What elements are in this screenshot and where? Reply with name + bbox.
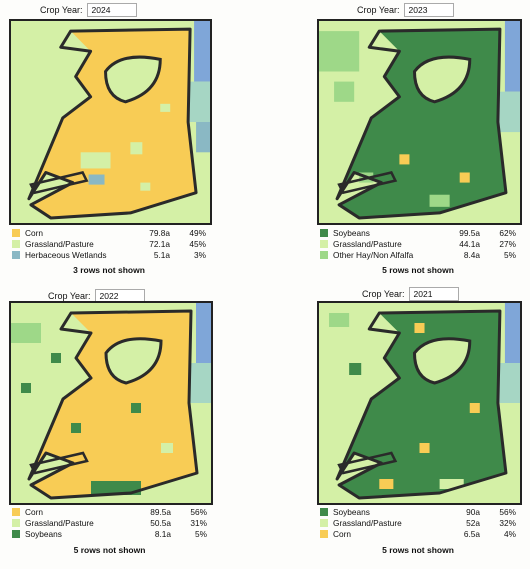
legend-row: Corn 89.5a 56% — [12, 507, 207, 518]
legend-name: Corn — [25, 228, 43, 238]
crop-year-header: Crop Year: 2024 — [40, 3, 137, 17]
legend-acres: 90a — [466, 507, 480, 517]
legend-name: Soybeans — [333, 507, 370, 517]
legend-pct: 3% — [194, 250, 206, 260]
legend-row: Grassland/Pasture 72.1a 45% — [12, 239, 206, 250]
legend-row: Soybeans 8.1a 5% — [12, 529, 207, 540]
rows-not-shown-link[interactable]: 3 rows not shown — [73, 265, 145, 275]
legend-row: Herbaceous Wetlands 5.1a 3% — [12, 250, 206, 261]
corn-swatch — [12, 229, 20, 237]
crop-year-label: Crop Year: — [40, 5, 83, 15]
grassland-swatch — [12, 240, 20, 248]
legend-acres: 8.1a — [154, 529, 171, 539]
grassland-swatch — [320, 240, 328, 248]
soybeans-swatch — [12, 530, 20, 538]
crop-map-2023[interactable] — [317, 19, 522, 225]
legend-row: Corn 79.8a 49% — [12, 228, 206, 239]
crop-map-2022[interactable] — [9, 301, 213, 505]
legend-name: Soybeans — [25, 529, 62, 539]
legend-name: Corn — [25, 507, 43, 517]
legend-name: Corn — [333, 529, 351, 539]
legend-acres: 52a — [466, 518, 480, 528]
crop-year-header: Crop Year: 2023 — [357, 3, 454, 17]
legend-pct: 49% — [189, 228, 206, 238]
crop-year-label: Crop Year: — [48, 291, 91, 301]
legend-2021: Soybeans 90a 56% Grassland/Pasture 52a 3… — [320, 507, 516, 540]
legend-pct: 31% — [190, 518, 207, 528]
legend-acres: 5.1a — [153, 250, 170, 260]
legend-row: Grassland/Pasture 44.1a 27% — [320, 239, 516, 250]
grassland-swatch — [320, 519, 328, 527]
legend-name: Grassland/Pasture — [333, 518, 402, 528]
legend-pct: 5% — [504, 250, 516, 260]
grassland-swatch — [12, 519, 20, 527]
legend-row: Grassland/Pasture 50.5a 31% — [12, 518, 207, 529]
legend-2024: Corn 79.8a 49% Grassland/Pasture 72.1a 4… — [12, 228, 206, 261]
crop-map-2024[interactable] — [9, 19, 212, 225]
legend-acres: 79.8a — [149, 228, 170, 238]
crop-year-header: Crop Year: 2021 — [362, 287, 459, 301]
legend-pct: 45% — [189, 239, 206, 249]
legend-acres: 72.1a — [149, 239, 170, 249]
legend-acres: 8.4a — [463, 250, 480, 260]
rows-not-shown-link[interactable]: 5 rows not shown — [382, 265, 454, 275]
legend-row: Soybeans 99.5a 62% — [320, 228, 516, 239]
legend-pct: 56% — [190, 507, 207, 517]
legend-row: Other Hay/Non Alfalfa 8.4a 5% — [320, 250, 516, 261]
legend-row: Corn 6.5a 4% — [320, 529, 516, 540]
legend-pct: 32% — [499, 518, 516, 528]
legend-pct: 27% — [499, 239, 516, 249]
map-canvas — [319, 303, 520, 503]
map-canvas — [11, 303, 211, 503]
crop-year-field[interactable]: 2021 — [408, 287, 459, 301]
map-canvas — [11, 21, 210, 223]
rows-not-shown-link[interactable]: 5 rows not shown — [73, 545, 146, 555]
crop-map-2021[interactable] — [317, 301, 522, 505]
legend-row: Grassland/Pasture 52a 32% — [320, 518, 516, 529]
legend-name: Grassland/Pasture — [333, 239, 402, 249]
legend-acres: 99.5a — [459, 228, 480, 238]
legend-pct: 4% — [504, 529, 516, 539]
legend-name: Herbaceous Wetlands — [25, 250, 107, 260]
soybeans-swatch — [320, 508, 328, 516]
legend-acres: 50.5a — [150, 518, 171, 528]
wetlands-swatch — [12, 251, 20, 259]
legend-pct: 5% — [195, 529, 207, 539]
legend-pct: 56% — [499, 507, 516, 517]
soybeans-swatch — [320, 229, 328, 237]
legend-2023: Soybeans 99.5a 62% Grassland/Pasture 44.… — [320, 228, 516, 261]
legend-acres: 6.5a — [463, 529, 480, 539]
legend-acres: 44.1a — [459, 239, 480, 249]
crop-year-field[interactable]: 2023 — [403, 3, 454, 17]
crop-year-field[interactable]: 2024 — [86, 3, 137, 17]
crop-year-label: Crop Year: — [362, 289, 405, 299]
rows-not-shown-link[interactable]: 5 rows not shown — [382, 545, 454, 555]
corn-swatch — [12, 508, 20, 516]
hay-swatch — [320, 251, 328, 259]
legend-name: Grassland/Pasture — [25, 239, 94, 249]
legend-row: Soybeans 90a 56% — [320, 507, 516, 518]
crop-year-label: Crop Year: — [357, 5, 400, 15]
map-canvas — [319, 21, 520, 223]
legend-name: Soybeans — [333, 228, 370, 238]
legend-acres: 89.5a — [150, 507, 171, 517]
corn-swatch — [320, 530, 328, 538]
legend-2022: Corn 89.5a 56% Grassland/Pasture 50.5a 3… — [12, 507, 207, 540]
legend-pct: 62% — [499, 228, 516, 238]
legend-name: Other Hay/Non Alfalfa — [333, 250, 414, 260]
legend-name: Grassland/Pasture — [25, 518, 94, 528]
